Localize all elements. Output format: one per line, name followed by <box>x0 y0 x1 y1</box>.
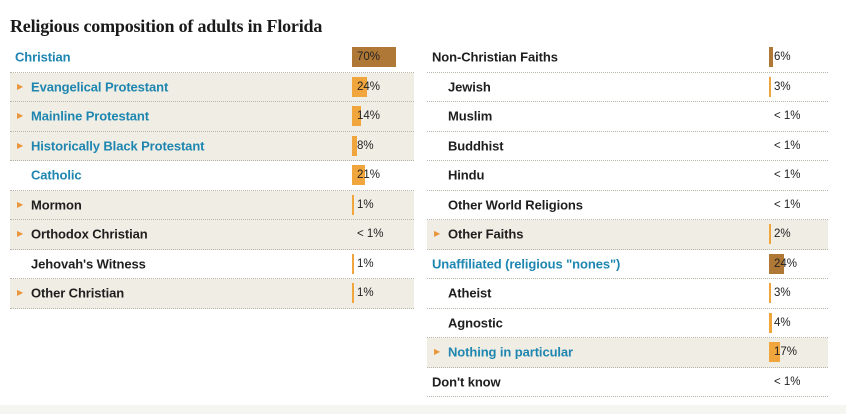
table-row[interactable]: ▶ Mormon 1% <box>10 190 414 220</box>
expand-arrow-icon: ▶ <box>17 111 24 121</box>
row-value: 4% <box>774 316 791 329</box>
table-row: Hindu < 1% <box>427 161 828 191</box>
row-label: Unaffiliated (religious "nones") <box>432 256 621 272</box>
table-row: Buddhist < 1% <box>427 132 828 161</box>
table-row[interactable]: ▶ Evangelical Protestant 24% <box>10 72 414 102</box>
row-label: Agnostic <box>448 315 503 331</box>
row-label: Atheist <box>448 285 492 301</box>
row-value: < 1% <box>774 139 801 152</box>
row-value: < 1% <box>774 169 801 182</box>
table-row[interactable]: Christian 70% <box>10 43 414 73</box>
value-bar <box>769 342 780 363</box>
table-row[interactable]: ▶ Other Christian 1% <box>10 279 414 309</box>
row-label: Buddhist <box>448 138 504 154</box>
expand-arrow-icon: ▶ <box>17 199 24 209</box>
value-bar <box>769 76 771 97</box>
expand-arrow-icon: ▶ <box>17 81 24 91</box>
row-value: < 1% <box>774 375 801 388</box>
row-value: < 1% <box>357 228 384 241</box>
row-value: 70% <box>357 51 381 64</box>
row-value: < 1% <box>774 198 801 211</box>
row-label: Jewish <box>448 79 491 95</box>
row-value: 3% <box>774 80 791 93</box>
row-label: Other World Religions <box>448 197 583 213</box>
table-row: Don't know < 1% <box>427 368 828 397</box>
row-value: 17% <box>774 346 798 359</box>
row-label: Jehovah's Witness <box>31 256 146 272</box>
value-bar <box>352 135 357 156</box>
row-label: Evangelical Protestant <box>31 79 169 95</box>
value-bar <box>769 224 771 245</box>
value-bar <box>352 106 361 127</box>
table-row[interactable]: ▶ Orthodox Christian < 1% <box>10 220 414 250</box>
row-label: Orthodox Christian <box>31 226 148 242</box>
value-bar <box>769 283 771 304</box>
table-row: Agnostic 4% <box>427 309 828 338</box>
table-row: Other World Religions < 1% <box>427 191 828 220</box>
row-value: 24% <box>357 80 381 93</box>
row-label: Non-Christian Faiths <box>432 49 558 65</box>
table-row[interactable]: ▶ Historically Black Protestant 8% <box>10 131 414 161</box>
value-bar <box>352 253 354 274</box>
table-row: Atheist 3% <box>427 279 828 309</box>
expand-arrow-icon: ▶ <box>17 288 24 298</box>
row-value: 14% <box>357 110 381 123</box>
row-label: Nothing in particular <box>448 344 574 360</box>
row-label: Mainline Protestant <box>31 108 150 124</box>
value-bar <box>769 253 784 274</box>
table-row[interactable]: ▶ Mainline Protestant 14% <box>10 102 414 132</box>
table-row[interactable]: ▶ Nothing in particular 17% <box>427 338 828 368</box>
expand-arrow-icon: ▶ <box>434 229 441 239</box>
row-value: 21% <box>357 169 381 182</box>
row-label: Other Faiths <box>448 226 524 242</box>
row-label: Other Christian <box>31 285 125 301</box>
right-column: Non-Christian Faiths 6% Jewish 3% Muslim… <box>427 43 828 397</box>
page-title: Religious composition of adults in Flori… <box>10 16 323 37</box>
row-label: Hindu <box>448 167 485 183</box>
value-bar <box>352 165 365 186</box>
row-value: 1% <box>357 287 374 300</box>
row-label: Don't know <box>432 374 501 390</box>
row-value: 24% <box>774 257 798 270</box>
value-bar <box>352 76 367 97</box>
table-row: Jewish 3% <box>427 73 828 102</box>
expand-arrow-icon: ▶ <box>434 347 441 357</box>
row-value: 8% <box>357 139 374 152</box>
row-value: < 1% <box>774 110 801 123</box>
expand-arrow-icon: ▶ <box>17 229 24 239</box>
table-row: Muslim < 1% <box>427 102 828 132</box>
row-value: 1% <box>357 257 374 270</box>
value-bar <box>352 194 354 215</box>
table-row[interactable]: Unaffiliated (religious "nones") 24% <box>427 250 828 279</box>
row-label: Christian <box>15 49 71 65</box>
expand-arrow-icon: ▶ <box>17 140 24 150</box>
bottom-strip <box>0 405 846 414</box>
row-label: Historically Black Protestant <box>31 138 205 154</box>
table-row: Jehovah's Witness 1% <box>10 250 414 279</box>
table-row: Non-Christian Faiths 6% <box>427 43 828 73</box>
row-value: 2% <box>774 228 791 241</box>
value-bar <box>352 47 396 68</box>
row-value: 3% <box>774 287 791 300</box>
table-row[interactable]: Catholic 21% <box>10 161 414 191</box>
row-value: 1% <box>357 198 374 211</box>
row-label: Muslim <box>448 108 493 124</box>
left-column: Christian 70% ▶ Evangelical Protestant 2… <box>10 43 414 309</box>
value-bar <box>352 283 354 304</box>
value-bar <box>769 47 773 68</box>
row-label: Catholic <box>31 167 82 183</box>
table-row[interactable]: ▶ Other Faiths 2% <box>427 220 828 250</box>
value-bar <box>769 312 772 333</box>
row-value: 6% <box>774 51 791 64</box>
row-label: Mormon <box>31 197 82 213</box>
